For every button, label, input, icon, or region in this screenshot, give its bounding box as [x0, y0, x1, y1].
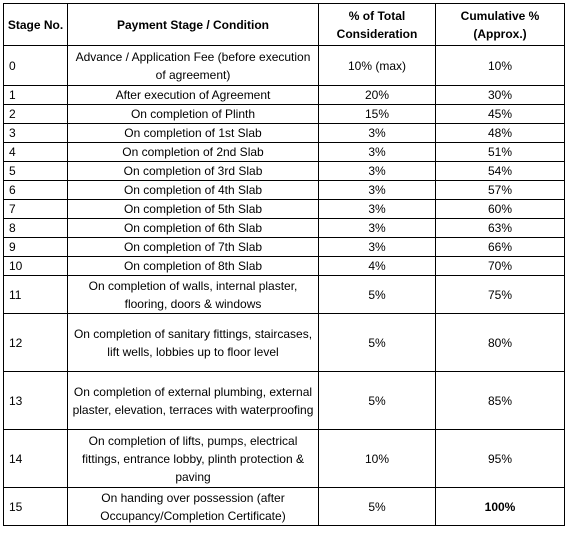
cumulative-percent-cell: 57% — [435, 180, 565, 200]
percent-of-total-cell: 5% — [318, 487, 436, 526]
stage-number-cell: 8 — [3, 218, 68, 238]
percent-of-total-cell: 5% — [318, 371, 436, 430]
table-row: 15 On handing over possession (after Occu… — [3, 487, 565, 526]
table-row: 8 On completion of 6th Slab 3% 63% — [3, 218, 565, 238]
payment-condition-cell: On completion of 6th Slab — [67, 218, 319, 238]
table-row: 13 On completion of external plumbing, ex… — [3, 371, 565, 430]
cumulative-percent-cell: 85% — [435, 371, 565, 430]
stage-number-cell: 10 — [3, 256, 68, 276]
payment-condition-cell: After execution of Agreement — [67, 85, 319, 105]
percent-of-total-cell: 3% — [318, 218, 436, 238]
stage-number-cell: 14 — [3, 429, 68, 488]
table-row: 14 On completion of lifts, pumps, electri… — [3, 429, 565, 488]
header-cumulative: Cumulative % (Approx.) — [435, 3, 565, 46]
stage-number-cell: 11 — [3, 275, 68, 314]
percent-of-total-cell: 3% — [318, 237, 436, 257]
stage-number-cell: 1 — [3, 85, 68, 105]
cumulative-percent-cell: 100% — [435, 487, 565, 526]
stage-number-cell: 15 — [3, 487, 68, 526]
cumulative-percent-cell: 10% — [435, 45, 565, 86]
payment-condition-cell: On completion of 8th Slab — [67, 256, 319, 276]
percent-of-total-cell: 5% — [318, 275, 436, 314]
stage-number-cell: 12 — [3, 313, 68, 372]
table-row: 5 On completion of 3rd Slab 3% 54% — [3, 161, 565, 181]
cumulative-percent-cell: 51% — [435, 142, 565, 162]
table-row: 6 On completion of 4th Slab 3% 57% — [3, 180, 565, 200]
stage-number-cell: 9 — [3, 237, 68, 257]
cumulative-percent-cell: 66% — [435, 237, 565, 257]
table-row: 3 On completion of 1st Slab 3% 48% — [3, 123, 565, 143]
percent-of-total-cell: 3% — [318, 123, 436, 143]
table-row: 4 On completion of 2nd Slab 3% 51% — [3, 142, 565, 162]
payment-condition-cell: Advance / Application Fee (before execut… — [67, 45, 319, 86]
payment-condition-cell: On completion of Plinth — [67, 104, 319, 124]
stage-number-cell: 13 — [3, 371, 68, 430]
cumulative-percent-cell: 75% — [435, 275, 565, 314]
header-row: Stage No. Payment Stage / Condition % of… — [3, 3, 565, 46]
cumulative-percent-cell: 95% — [435, 429, 565, 488]
payment-condition-cell: On completion of 2nd Slab — [67, 142, 319, 162]
payment-condition-cell: On completion of sanitary fittings, stai… — [67, 313, 319, 372]
cumulative-percent-cell: 70% — [435, 256, 565, 276]
stage-number-cell: 4 — [3, 142, 68, 162]
header-payment-stage: Payment Stage / Condition — [67, 3, 319, 46]
cumulative-percent-cell: 30% — [435, 85, 565, 105]
percent-of-total-cell: 3% — [318, 142, 436, 162]
payment-condition-cell: On completion of lifts, pumps, electrica… — [67, 429, 319, 488]
stage-number-cell: 2 — [3, 104, 68, 124]
cumulative-percent-cell: 63% — [435, 218, 565, 238]
payment-condition-cell: On completion of walls, internal plaster… — [67, 275, 319, 314]
table-row: 2 On completion of Plinth 15% 45% — [3, 104, 565, 124]
percent-of-total-cell: 10% — [318, 429, 436, 488]
payment-condition-cell: On completion of 3rd Slab — [67, 161, 319, 181]
percent-of-total-cell: 20% — [318, 85, 436, 105]
header-stage-no: Stage No. — [3, 3, 68, 46]
percent-of-total-cell: 3% — [318, 180, 436, 200]
table-row: 0 Advance / Application Fee (before execu… — [3, 45, 565, 86]
payment-condition-cell: On completion of 1st Slab — [67, 123, 319, 143]
table-row: 9 On completion of 7th Slab 3% 66% — [3, 237, 565, 257]
cumulative-percent-cell: 60% — [435, 199, 565, 219]
payment-condition-cell: On completion of 4th Slab — [67, 180, 319, 200]
stage-number-cell: 6 — [3, 180, 68, 200]
stage-number-cell: 5 — [3, 161, 68, 181]
cumulative-percent-cell: 80% — [435, 313, 565, 372]
stage-number-cell: 3 — [3, 123, 68, 143]
table-row: 1 After execution of Agreement 20% 30% — [3, 85, 565, 105]
cumulative-percent-cell: 45% — [435, 104, 565, 124]
cumulative-percent-cell: 48% — [435, 123, 565, 143]
payment-schedule-table: Stage No. Payment Stage / Condition % of… — [3, 3, 565, 526]
stage-number-cell: 7 — [3, 199, 68, 219]
percent-of-total-cell: 3% — [318, 161, 436, 181]
percent-of-total-cell: 15% — [318, 104, 436, 124]
header-percent-total: % of Total Consideration — [318, 3, 436, 46]
cumulative-percent-cell: 54% — [435, 161, 565, 181]
percent-of-total-cell: 3% — [318, 199, 436, 219]
stage-number-cell: 0 — [3, 45, 68, 86]
table-row: 11 On completion of walls, internal plast… — [3, 275, 565, 314]
table-row: 10 On completion of 8th Slab 4% 70% — [3, 256, 565, 276]
payment-condition-cell: On completion of external plumbing, exte… — [67, 371, 319, 430]
payment-condition-cell: On handing over possession (after Occupa… — [67, 487, 319, 526]
payment-condition-cell: On completion of 5th Slab — [67, 199, 319, 219]
table-row: 12 On completion of sanitary fittings, st… — [3, 313, 565, 372]
percent-of-total-cell: 4% — [318, 256, 436, 276]
percent-of-total-cell: 5% — [318, 313, 436, 372]
payment-condition-cell: On completion of 7th Slab — [67, 237, 319, 257]
percent-of-total-cell: 10% (max) — [318, 45, 436, 86]
table-row: 7 On completion of 5th Slab 3% 60% — [3, 199, 565, 219]
